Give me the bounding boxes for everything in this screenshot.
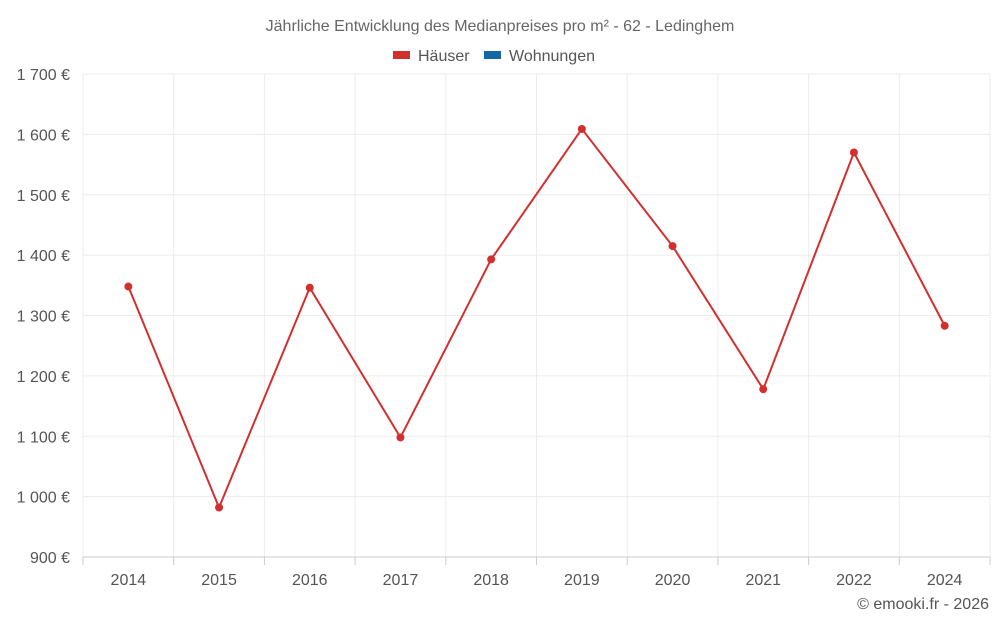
- data-point: [668, 242, 677, 251]
- y-axis-tick-labels: 900 € 1 000 € 1 100 € 1 200 € 1 300 € 1 400 €…: [17, 67, 70, 567]
- data-point: [487, 255, 496, 264]
- x-axis-tick-labels: 2014 2015 2016 2017 2018 2019 2020 2021 2022 2024: [111, 572, 963, 589]
- y-tick-label: 1 400 €: [17, 248, 70, 265]
- data-point: [849, 148, 858, 157]
- x-tick-label: 2016: [292, 572, 328, 589]
- legend-label-wohnungen: Wohnungen: [509, 48, 595, 65]
- legend-item-wohnungen[interactable]: Wohnungen: [484, 48, 595, 65]
- y-tick-label: 1 000 €: [17, 490, 70, 507]
- x-tick-label: 2017: [383, 572, 419, 589]
- x-tick-label: 2018: [473, 572, 509, 589]
- x-tick-label: 2022: [836, 572, 872, 589]
- data-point: [124, 282, 133, 291]
- y-tick-label: 1 700 €: [17, 67, 70, 84]
- x-tick-label: 2024: [927, 572, 963, 589]
- chart-title: Jährliche Entwicklung des Medianpreises …: [266, 18, 735, 35]
- legend: Häuser Wohnungen: [393, 48, 595, 65]
- legend-item-haeuser[interactable]: Häuser: [393, 48, 470, 65]
- x-tick-label: 2021: [745, 572, 781, 589]
- y-tick-label: 1 600 €: [17, 127, 70, 144]
- data-point: [940, 321, 949, 330]
- series-haeuser: [124, 124, 949, 512]
- data-point: [759, 385, 768, 394]
- credit-text: © emooki.fr - 2026: [857, 596, 989, 613]
- y-tick-label: 1 200 €: [17, 369, 70, 386]
- data-point: [396, 433, 405, 442]
- legend-swatch-haeuser: [393, 51, 410, 59]
- x-tick-label: 2014: [111, 572, 147, 589]
- data-point: [577, 124, 586, 133]
- data-point: [305, 283, 314, 292]
- axes: [82, 556, 991, 565]
- legend-label-haeuser: Häuser: [418, 48, 470, 65]
- series-line-haeuser: [127, 127, 946, 509]
- legend-swatch-wohnungen: [484, 51, 501, 59]
- y-tick-label: 1 100 €: [17, 429, 70, 446]
- y-tick-label: 900 €: [30, 550, 70, 567]
- grid: [82, 73, 991, 557]
- data-point: [215, 503, 224, 512]
- y-tick-label: 1 500 €: [17, 188, 70, 205]
- y-tick-label: 1 300 €: [17, 309, 70, 326]
- x-tick-label: 2020: [655, 572, 691, 589]
- x-tick-label: 2015: [201, 572, 237, 589]
- x-tick-label: 2019: [564, 572, 600, 589]
